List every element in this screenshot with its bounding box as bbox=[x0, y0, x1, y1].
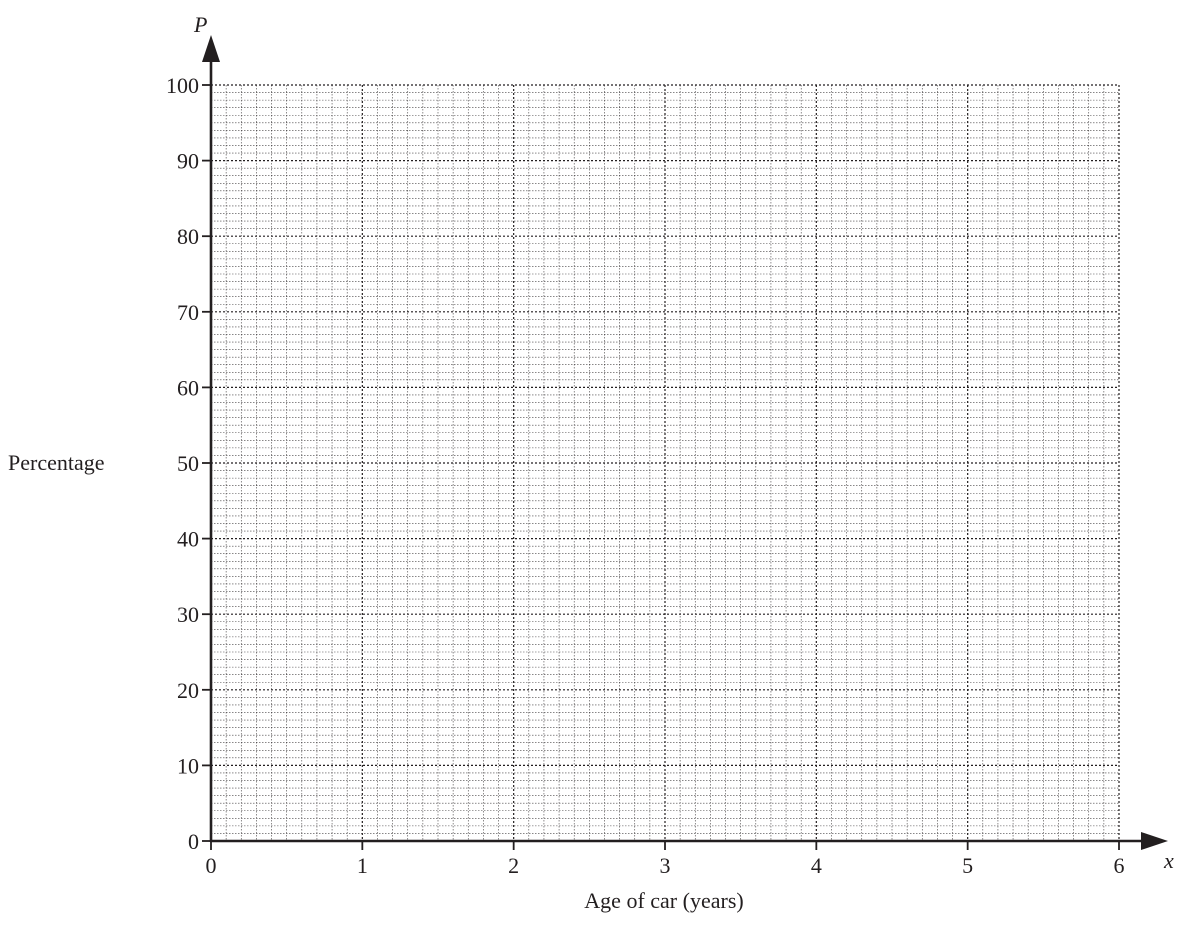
x-tick-label: 5 bbox=[962, 853, 973, 878]
y-tick-label: 90 bbox=[177, 149, 199, 174]
y-tick-label: 30 bbox=[177, 602, 199, 627]
y-tick-label: 60 bbox=[177, 375, 199, 400]
y-tick-label: 10 bbox=[177, 753, 199, 778]
axes bbox=[202, 35, 1168, 850]
x-axis-label: Age of car (years) bbox=[584, 888, 743, 913]
x-axis-arrowhead bbox=[1141, 832, 1168, 850]
x-axis-variable: x bbox=[1163, 848, 1174, 873]
y-axis-ticks: 0 10 20 30 40 50 60 70 80 90 100 bbox=[166, 73, 211, 854]
y-axis-label: Percentage bbox=[8, 450, 105, 475]
y-tick-label: 0 bbox=[188, 829, 199, 854]
y-tick-label: 50 bbox=[177, 451, 199, 476]
x-tick-label: 6 bbox=[1114, 853, 1125, 878]
y-tick-label: 100 bbox=[166, 73, 199, 98]
y-axis-variable: P bbox=[193, 12, 207, 37]
x-tick-label: 4 bbox=[811, 853, 822, 878]
y-tick-label: 20 bbox=[177, 678, 199, 703]
y-axis-arrowhead bbox=[202, 35, 220, 62]
x-tick-label: 2 bbox=[508, 853, 519, 878]
x-tick-label: 1 bbox=[357, 853, 368, 878]
y-tick-label: 70 bbox=[177, 300, 199, 325]
x-axis-ticks: 0 1 2 3 4 5 6 bbox=[206, 841, 1125, 878]
y-tick-label: 80 bbox=[177, 224, 199, 249]
x-tick-label: 0 bbox=[206, 853, 217, 878]
x-tick-label: 3 bbox=[660, 853, 671, 878]
y-tick-label: 40 bbox=[177, 527, 199, 552]
